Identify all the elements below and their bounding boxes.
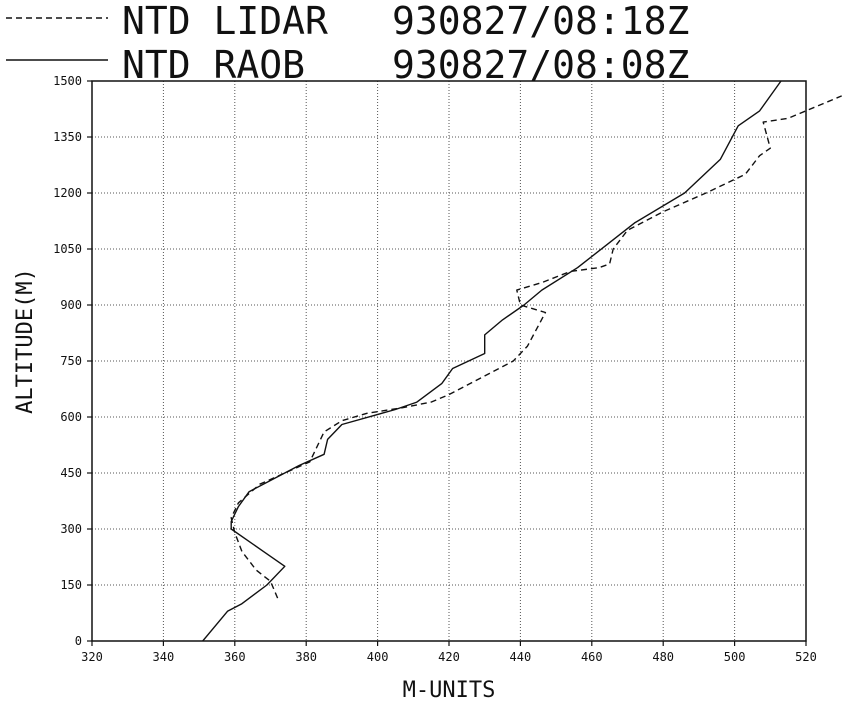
x-tick-label: 360 — [224, 650, 246, 664]
y-tick-label: 1350 — [53, 130, 82, 144]
x-tick-label: 380 — [295, 650, 317, 664]
y-axis: 0 150 300 450 600 750 900 1050 1200 1350 1500 — [53, 74, 92, 648]
y-tick-label: 150 — [60, 578, 82, 592]
y-tick-label: 300 — [60, 522, 82, 536]
x-tick-label: 500 — [724, 650, 746, 664]
x-tick-label: 480 — [652, 650, 674, 664]
x-tick-label: 420 — [438, 650, 460, 664]
x-tick-label: 340 — [153, 650, 175, 664]
x-axis-title: M-UNITS — [403, 678, 496, 702]
y-tick-label: 900 — [60, 298, 82, 312]
series-line-raob — [202, 80, 782, 642]
legend-item-lidar: NTD LIDAR 930827/08:18Z — [6, 0, 689, 43]
y-tick-label: 1050 — [53, 242, 82, 256]
x-axis: 320 340 360 380 400 420 440 460 480 500 520 — [81, 641, 817, 664]
x-tick-label: 320 — [81, 650, 103, 664]
legend: NTD LIDAR 930827/08:18Z NTD RAOB 930827/… — [6, 0, 689, 87]
legend-label-lidar: NTD LIDAR — [122, 0, 328, 43]
y-tick-label: 0 — [75, 634, 82, 648]
x-tick-label: 400 — [367, 650, 389, 664]
legend-time-raob: 930827/08:08Z — [392, 43, 689, 87]
x-tick-label: 520 — [795, 650, 817, 664]
gridlines — [92, 81, 806, 641]
y-tick-label: 450 — [60, 466, 82, 480]
legend-label-raob: NTD RAOB — [122, 43, 305, 87]
legend-time-lidar: 930827/08:18Z — [392, 0, 689, 43]
y-axis-title: ALTITUDE(M) — [13, 268, 38, 414]
x-tick-label: 440 — [510, 650, 532, 664]
series-line-lidar — [230, 95, 842, 599]
series-lines — [202, 80, 842, 642]
legend-item-raob: NTD RAOB 930827/08:08Z — [6, 43, 689, 87]
y-tick-label: 1500 — [53, 74, 82, 88]
y-tick-label: 750 — [60, 354, 82, 368]
y-tick-label: 1200 — [53, 186, 82, 200]
x-tick-label: 460 — [581, 650, 603, 664]
y-tick-label: 600 — [60, 410, 82, 424]
